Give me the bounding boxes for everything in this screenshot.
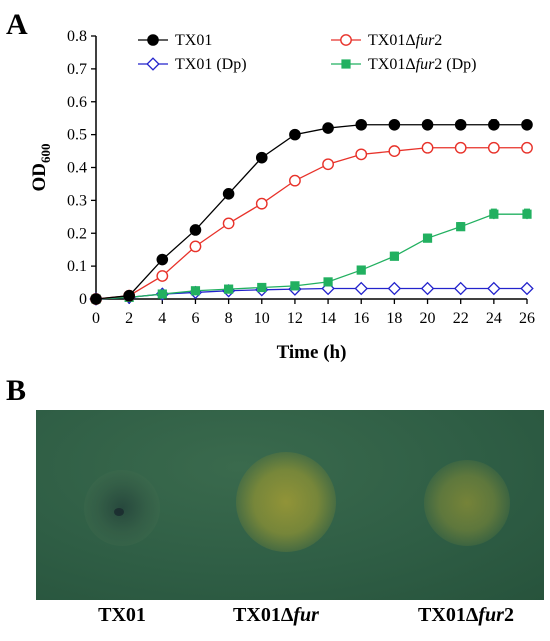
- data-point: [487, 281, 501, 296]
- y-tick-label: 0.4: [67, 160, 87, 177]
- legend-entry: TX01 (Dp): [175, 56, 247, 73]
- legend-marker: [147, 34, 159, 46]
- data-point: [421, 141, 434, 154]
- y-tick-label: 0.7: [67, 61, 87, 78]
- data-point: [453, 281, 468, 296]
- legend-marker: [146, 57, 160, 71]
- x-tick-label: 26: [519, 310, 535, 327]
- data-point: [454, 118, 467, 131]
- data-point: [189, 240, 202, 253]
- data-point: [157, 289, 167, 299]
- x-tick-label: 0: [92, 310, 100, 327]
- data-point: [222, 217, 235, 230]
- y-tick-label: 0.8: [67, 28, 87, 45]
- x-tick-label: 20: [420, 310, 436, 327]
- data-point: [190, 286, 201, 296]
- legend-entry: TX01Δfur2: [368, 32, 442, 49]
- data-point: [389, 251, 399, 261]
- x-tick-label: 10: [254, 310, 270, 327]
- data-point: [521, 118, 533, 131]
- data-point: [290, 281, 300, 291]
- data-point: [388, 118, 401, 131]
- data-point: [323, 277, 333, 287]
- y-tick-label: 0.1: [67, 258, 87, 275]
- data-point: [123, 289, 135, 302]
- strain-label-fur2: TX01Δfur2: [418, 604, 514, 626]
- panel-a-letter: A: [6, 8, 28, 41]
- y-tick-label: 0.2: [67, 225, 87, 242]
- data-point: [321, 281, 335, 296]
- data-point: [224, 284, 234, 294]
- data-point: [454, 141, 467, 154]
- strain-label-fur: TX01Δfur: [233, 604, 319, 626]
- data-point: [355, 118, 368, 131]
- colony-spot-fur2: [424, 460, 510, 546]
- data-point: [420, 281, 435, 296]
- data-point: [521, 141, 533, 154]
- agar-plate-image: [36, 410, 544, 600]
- y-axis-title: OD600: [29, 144, 53, 192]
- data-point: [388, 145, 401, 157]
- x-tick-label: 18: [386, 310, 402, 327]
- data-point: [322, 122, 334, 134]
- series-line: [95, 213, 527, 300]
- data-point: [488, 118, 500, 131]
- data-point: [156, 270, 169, 282]
- x-axis-title: Time (h): [277, 342, 347, 363]
- data-point: [289, 174, 301, 187]
- data-point: [156, 253, 169, 266]
- data-point: [520, 281, 534, 296]
- data-point: [90, 293, 102, 305]
- legend-entry: TX01: [175, 32, 212, 49]
- x-tick-label: 16: [353, 310, 369, 327]
- data-point: [189, 224, 202, 236]
- data-point: [487, 141, 500, 154]
- data-point: [322, 158, 334, 171]
- data-point: [522, 209, 532, 219]
- data-point: [489, 209, 499, 219]
- data-point: [356, 265, 366, 275]
- data-point: [456, 222, 466, 232]
- data-point: [422, 233, 433, 243]
- x-tick-label: 8: [225, 310, 233, 327]
- data-point: [257, 282, 267, 293]
- legend-marker: [341, 59, 351, 69]
- x-tick-label: 12: [287, 310, 303, 327]
- data-point: [255, 197, 268, 210]
- legend-entry: TX01Δfur2 (Dp): [368, 56, 477, 73]
- data-point: [387, 281, 402, 296]
- colony-spot-tx01-center: [114, 508, 124, 516]
- legend-marker: [340, 34, 352, 46]
- data-point: [355, 148, 368, 161]
- y-tick-label: 0.6: [67, 94, 87, 111]
- x-tick-label: 24: [486, 310, 502, 327]
- strain-label-tx01: TX01: [98, 604, 146, 626]
- growth-curve-chart: A 00.10.20.30.40.50.60.70.80 2 4 6 8 10 12 14 16…: [6, 8, 535, 363]
- y-tick-label: 0.5: [67, 127, 87, 144]
- x-tick-label: 14: [320, 310, 336, 327]
- data-point: [255, 151, 268, 164]
- x-tick-label: 2: [125, 310, 133, 327]
- y-tick-label: 0: [79, 291, 87, 308]
- x-tick-label: 22: [453, 310, 469, 327]
- y-tick-label: 0.3: [67, 192, 87, 209]
- colony-spot-fur: [236, 452, 336, 552]
- x-tick-label: 6: [191, 310, 199, 327]
- data-point: [354, 281, 368, 296]
- data-point: [222, 188, 235, 200]
- panel-b-letter: B: [6, 374, 27, 407]
- x-tick-label: 4: [158, 310, 166, 327]
- data-point: [289, 128, 301, 141]
- data-point: [421, 118, 434, 131]
